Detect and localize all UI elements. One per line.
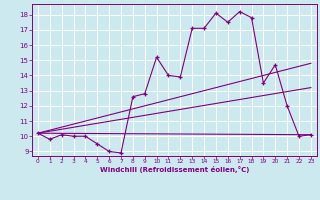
X-axis label: Windchill (Refroidissement éolien,°C): Windchill (Refroidissement éolien,°C) — [100, 166, 249, 173]
